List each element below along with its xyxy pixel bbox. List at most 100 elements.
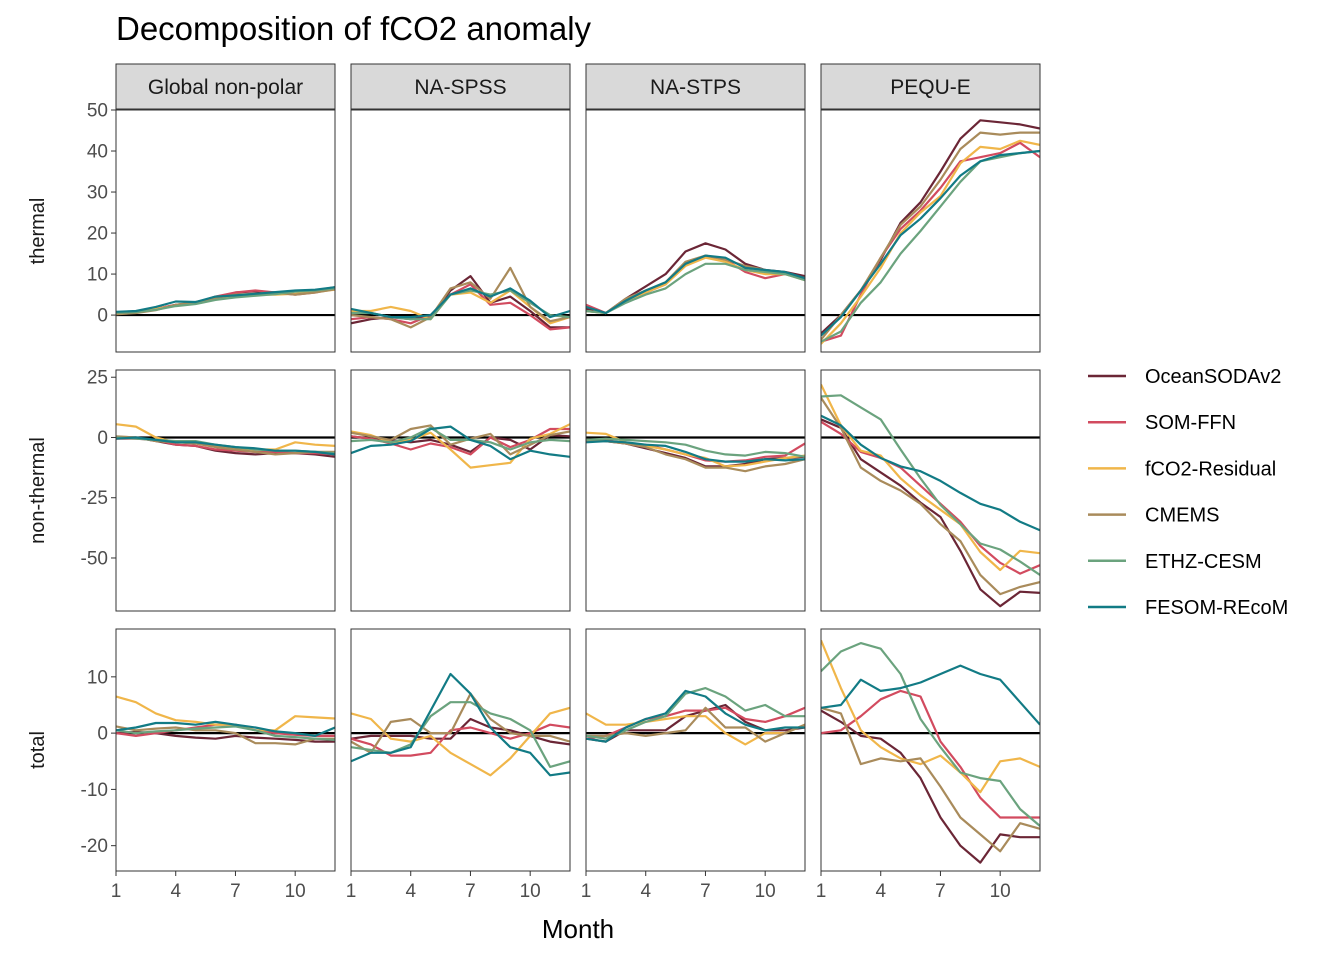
panel-border (350, 109, 571, 353)
legend-label: SOM-FFN (1145, 412, 1236, 434)
series-lines (586, 687, 805, 746)
x-tick-label: 7 (465, 881, 476, 902)
legend-label: CMEMS (1145, 505, 1219, 527)
series-lines (116, 286, 335, 316)
strip-label: NA-SPSS (414, 76, 506, 99)
series-line-cmems (351, 266, 570, 329)
panel-border (585, 628, 806, 872)
series-line-fco2-residual (821, 384, 1040, 572)
strip-pequ-e (820, 63, 1041, 110)
panel-background (351, 370, 570, 611)
series-lines (351, 672, 570, 777)
series-line-fesom-recom (586, 440, 805, 463)
panel-border (115, 628, 336, 872)
panel-border (350, 628, 571, 872)
series-line-fesom-recom (116, 286, 335, 313)
panel-total-na-spss (350, 628, 571, 872)
series-line-fco2-residual (116, 423, 335, 451)
series-line-cmems (821, 706, 1040, 853)
x-tick-label: 10 (990, 881, 1011, 902)
series-line-ethz-cesm (586, 687, 805, 740)
series-line-fco2-residual (821, 639, 1040, 794)
series-line-fesom-recom (586, 689, 805, 743)
chart-title: Decomposition of fCO2 anomaly (116, 10, 592, 47)
x-tick-label: 4 (640, 881, 651, 902)
x-tick-label: 1 (581, 881, 592, 902)
x-tick-label: 1 (816, 881, 827, 902)
series-line-ethz-cesm (351, 426, 570, 451)
y-tick-label: -25 (81, 488, 108, 509)
series-lines (116, 695, 335, 746)
legend-item-fesom-recom: FESOM-REcoM (1088, 597, 1288, 619)
legend-item-fco2-residual: fCO2-Residual (1088, 458, 1276, 480)
series-line-ethz-cesm (821, 149, 1040, 343)
y-tick-label: 20 (87, 224, 108, 245)
panel-background (586, 370, 805, 611)
strip-label: PEQU-E (890, 76, 971, 99)
x-tick-label: 10 (285, 881, 306, 902)
x-tick-label: 10 (755, 881, 776, 902)
series-line-fesom-recom (351, 672, 570, 777)
series-line-fco2-residual (116, 695, 335, 732)
panel-total-na-stps (585, 628, 806, 872)
y-tick-label: 10 (87, 265, 108, 286)
y-tick-label: 10 (87, 667, 108, 688)
series-line-fesom-recom (116, 436, 335, 456)
series-line-ethz-cesm (586, 437, 805, 458)
legend-label: FESOM-REcoM (1145, 597, 1288, 619)
panel-border (115, 369, 336, 612)
legend-label: OceanSODAv2 (1145, 366, 1281, 388)
x-tick-label: 4 (170, 881, 181, 902)
panel-border (585, 369, 806, 612)
y-tick-label: -10 (81, 780, 108, 801)
panel-thermal-na-stps (585, 109, 806, 353)
panel-border (585, 109, 806, 353)
series-line-fco2-residual (351, 706, 570, 777)
series-line-oceansodav2 (821, 418, 1040, 608)
series-line-cmems (586, 706, 805, 743)
x-tick-label: 7 (700, 881, 711, 902)
panel-grid: Global non-polar NA-SPSS NA-STPS PEQU-E ther… (27, 63, 1041, 902)
series-line-fesom-recom (821, 414, 1040, 532)
series-line-fesom-recom (821, 149, 1040, 337)
y-tick-label: 0 (97, 724, 108, 745)
x-tick-label: 4 (875, 881, 886, 902)
series-lines (116, 423, 335, 458)
series-line-fesom-recom (586, 254, 805, 315)
series-lines (351, 266, 570, 331)
series-lines (351, 423, 570, 469)
y-tick-label: -50 (81, 548, 108, 569)
panel-border (350, 369, 571, 612)
series-line-ethz-cesm (586, 262, 805, 315)
panel-border (115, 109, 336, 353)
x-tick-label: 4 (405, 881, 416, 902)
strip-na-stps (585, 63, 806, 110)
series-line-ethz-cesm (116, 287, 335, 314)
series-line-cmems (116, 725, 335, 746)
row-label-non-thermal: non-thermal (27, 437, 49, 544)
series-lines (586, 431, 805, 473)
y-tick-label: 30 (87, 183, 108, 204)
y-tick-label: 0 (97, 306, 108, 327)
series-line-fco2-residual (821, 139, 1040, 345)
x-tick-label: 10 (520, 881, 541, 902)
panel-thermal-pequ-e (820, 109, 1041, 353)
panel-background (821, 629, 1040, 871)
y-tick-label: 25 (87, 368, 108, 389)
series-lines (821, 639, 1040, 864)
x-tick-label: 7 (935, 881, 946, 902)
y-tick-label: 50 (87, 101, 108, 122)
series-line-fesom-recom (821, 664, 1040, 726)
series-line-som-ffn (821, 689, 1040, 819)
legend-item-ethz-cesm: ETHZ-CESM (1088, 551, 1262, 573)
strip-global-non-polar (115, 63, 336, 110)
panel-non-thermal-global-non-polar (115, 369, 336, 612)
panel-background (351, 629, 570, 871)
series-line-fesom-recom (351, 287, 570, 319)
legend-item-oceansodav2: OceanSODAv2 (1088, 366, 1281, 388)
series-line-fesom-recom (351, 425, 570, 461)
panel-background (351, 110, 570, 352)
y-tick-label: 0 (97, 428, 108, 449)
y-tick-label: -20 (81, 836, 108, 857)
